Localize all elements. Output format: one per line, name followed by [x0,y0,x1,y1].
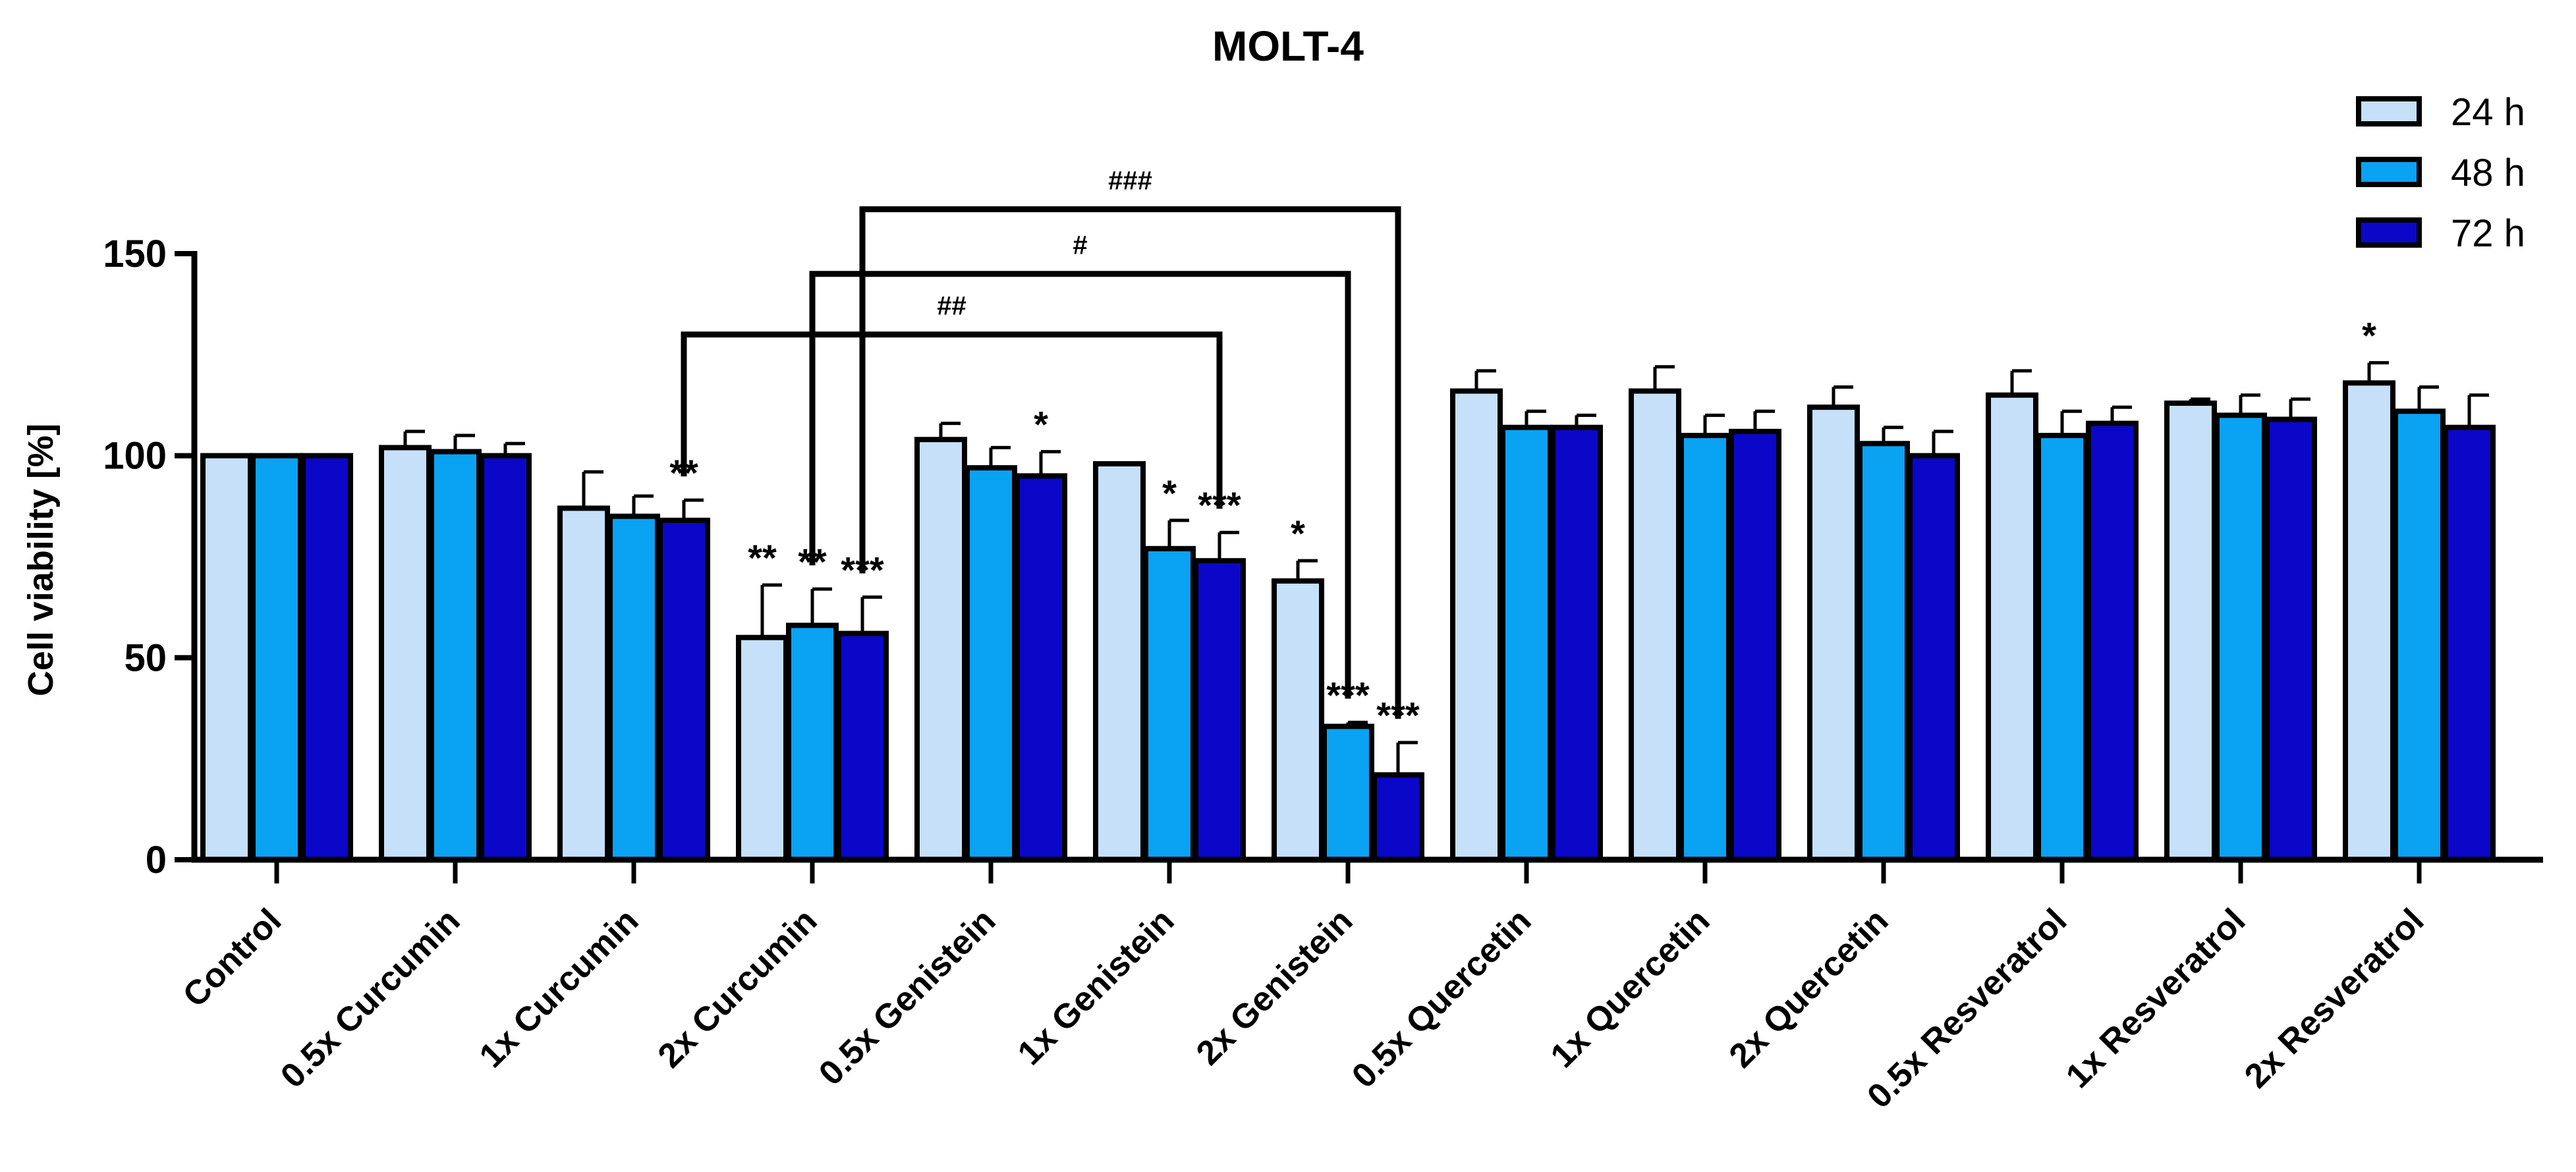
significance-label: *** [841,549,884,590]
y-tick-label: 0 [146,839,167,881]
bar [1550,424,1603,862]
significance-label: ** [669,452,698,493]
y-tick-label: 150 [103,233,167,275]
significance-label: *** [1376,694,1420,736]
significance-label: * [1291,513,1305,554]
x-tick-label: 2x Genistein [1189,901,1360,1073]
bar [607,513,660,862]
bar [1986,392,2038,862]
legend-swatch [2356,157,2422,187]
significance-label: * [1162,472,1177,514]
comparison-brackets: ###### [681,167,1401,719]
y-axis-label: Cell viability [%] [21,424,61,696]
bar [2164,400,2217,862]
bar [1093,460,1146,862]
legend-label: 24 h [2451,91,2525,134]
significance-label: *** [1326,674,1370,715]
bar [1807,405,1860,862]
bar [2443,424,2496,862]
legend-label: 48 h [2451,152,2525,194]
significance-label: * [2362,315,2376,356]
significance-label: ** [748,537,777,578]
bar [250,453,303,862]
x-tick-label: 1x Resveratrol [2059,901,2253,1095]
bar [479,453,532,862]
legend-label: 72 h [2451,212,2525,255]
bar [2343,380,2395,862]
bar [1679,433,1731,862]
bar [557,505,610,862]
bar [1372,772,1424,863]
x-tick-label: 1x Quercetin [1544,901,1718,1075]
legend-swatch [2356,96,2422,126]
bar [2393,408,2446,862]
bar [2264,416,2317,862]
bar [429,449,482,862]
y-tick-label: 100 [103,435,167,478]
bar [1143,545,1196,862]
bar [1193,558,1246,863]
x-tick-label: 2x Quercetin [1722,901,1896,1075]
significance-label: *** [1198,484,1241,526]
bar [1907,453,1960,862]
significance-label: ** [798,541,827,582]
x-tick-label: 0.5x Resveratrol [1860,901,2074,1115]
y-tick-label: 50 [124,636,167,679]
x-tick-label: 1x Curcumin [472,901,646,1075]
bar [200,453,253,862]
bar [786,623,839,862]
x-tick-label: 2x Resveratrol [2237,901,2431,1095]
legend: 24 h 48 h 72 h [2356,91,2525,255]
bar [1629,388,1681,862]
chart-title: MOLT-4 [1212,22,1364,70]
bar [736,634,789,862]
x-tick-label: Control [176,901,289,1015]
x-tick-label: 0.5x Genistein [812,901,1003,1092]
bar [965,465,1017,862]
comparison-label: ## [937,292,966,321]
bar [2036,433,2088,862]
bar [1857,441,1910,862]
bar [1015,473,1067,862]
bar [914,437,967,862]
bar [1450,388,1503,862]
bar [379,445,432,862]
x-tick-label: 1x Genistein [1011,901,1182,1073]
bar [1322,723,1374,862]
bar [1272,578,1324,862]
bar [1500,424,1553,862]
axes: 0 50 100 150 [103,233,2543,881]
bar [658,517,710,862]
bar [836,630,889,862]
bar [1729,428,1781,862]
comparison-bracket [859,206,1401,719]
comparison-bracket [681,331,1223,509]
bar [300,453,353,862]
x-tick-label: 0.5x Curcumin [273,901,467,1095]
bar [2086,420,2139,862]
bars: **** ** ***** ******* **** [200,315,2496,863]
bar [2214,412,2267,862]
comparison-label: # [1073,231,1087,260]
comparison-label: ### [1108,167,1152,196]
x-tick-label: 2x Curcumin [651,901,825,1075]
significance-label: * [1034,404,1048,445]
legend-swatch [2356,217,2422,248]
comparison-bracket [809,271,1351,699]
x-tick-label: 0.5x Quercetin [1345,901,1538,1095]
